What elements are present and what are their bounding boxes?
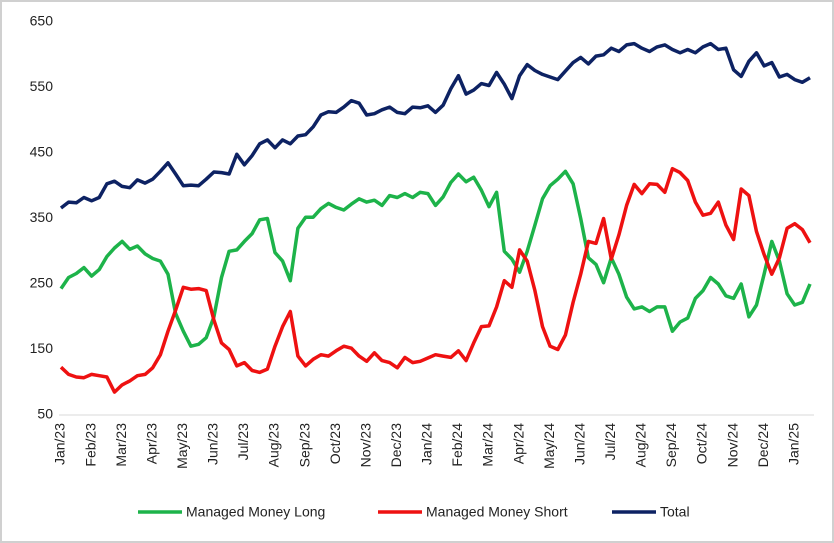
x-tick-label: Dec/23 bbox=[388, 423, 404, 468]
x-tick-label: Jun/24 bbox=[571, 423, 587, 465]
legend-label: Managed Money Short bbox=[426, 504, 568, 520]
series-line bbox=[59, 166, 812, 394]
y-tick-label: 450 bbox=[30, 144, 54, 160]
x-tick-label: Nov/23 bbox=[357, 423, 373, 468]
x-tick-label: Dec/24 bbox=[755, 423, 771, 468]
x-tick-label: Jan/25 bbox=[785, 423, 801, 465]
y-tick-label: 550 bbox=[30, 78, 54, 94]
x-tick-label: Aug/24 bbox=[633, 423, 649, 468]
x-tick-label: Mar/23 bbox=[113, 423, 129, 467]
x-tick-label: May/24 bbox=[541, 423, 557, 469]
y-tick-label: 50 bbox=[37, 406, 53, 422]
x-tick-label: Sep/23 bbox=[296, 423, 312, 468]
x-tick-label: Feb/24 bbox=[449, 423, 465, 467]
x-tick-label: Jul/24 bbox=[602, 423, 618, 461]
x-tick-label: Sep/24 bbox=[663, 423, 679, 468]
x-tick-label: Feb/23 bbox=[82, 423, 98, 467]
x-tick-label: Mar/24 bbox=[480, 423, 496, 467]
legend-label: Total bbox=[660, 504, 690, 520]
y-tick-label: 650 bbox=[30, 13, 54, 29]
x-tick-label: Jan/23 bbox=[52, 423, 68, 465]
x-tick-label: Jan/24 bbox=[419, 423, 435, 465]
series-line bbox=[59, 169, 812, 348]
x-tick-label: Apr/24 bbox=[510, 423, 526, 464]
y-tick-label: 350 bbox=[30, 209, 54, 225]
series-line bbox=[59, 41, 811, 210]
x-tick-label: Jul/23 bbox=[235, 423, 251, 461]
y-tick-label: 250 bbox=[30, 275, 54, 291]
x-tick-label: May/23 bbox=[174, 423, 190, 469]
legend-label: Managed Money Long bbox=[186, 504, 325, 520]
x-tick-label: Nov/24 bbox=[724, 423, 740, 468]
x-tick-label: Oct/24 bbox=[694, 423, 710, 464]
x-tick-label: Jun/23 bbox=[205, 423, 221, 465]
x-tick-label: Aug/23 bbox=[266, 423, 282, 468]
x-tick-label: Oct/23 bbox=[327, 423, 343, 464]
x-tick-label: Apr/23 bbox=[143, 423, 159, 464]
y-tick-label: 150 bbox=[30, 340, 54, 356]
